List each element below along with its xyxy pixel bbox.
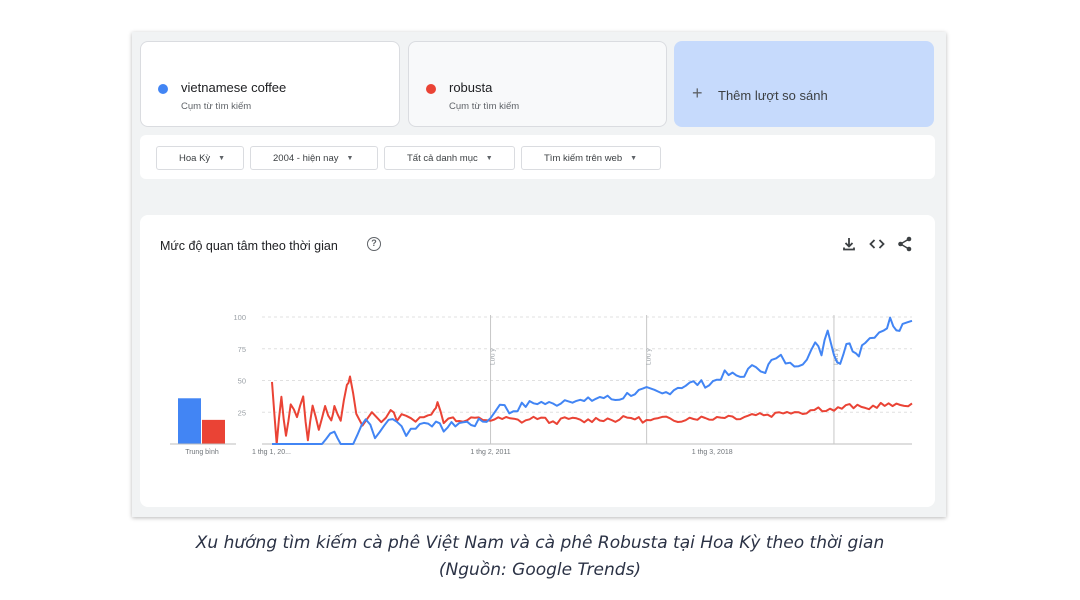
caption-line-1: Xu hướng tìm kiếm cà phê Việt Nam và cà … (195, 533, 885, 553)
search-term-card-1[interactable]: vietnamese coffee Cụm từ tìm kiếm (140, 41, 400, 127)
help-icon[interactable]: ? (367, 237, 381, 251)
y-tick-label: 75 (238, 345, 246, 354)
caption-line-2: (Nguồn: Google Trends) (438, 560, 642, 580)
y-tick-label: 50 (238, 377, 246, 386)
search-type-filter[interactable]: Tìm kiếm trên web ▼ (521, 146, 661, 170)
annotation-label: Lưu ý (833, 348, 840, 365)
average-label: Trung bình (185, 449, 219, 456)
caret-down-icon: ▼ (346, 154, 354, 162)
time-range-filter[interactable]: 2004 - hiện nay ▼ (250, 146, 378, 170)
search-term-type: Cụm từ tìm kiếm (449, 101, 520, 112)
plus-icon: + (692, 83, 703, 103)
share-icon[interactable] (896, 235, 914, 253)
time-range-filter-label: 2004 - hiện nay (273, 152, 339, 164)
add-comparison-label: Thêm lượt so sánh (718, 88, 828, 103)
panel-title: Mức độ quan tâm theo thời gian (160, 239, 338, 253)
region-filter[interactable]: Hoa Kỳ ▼ (156, 146, 244, 170)
interest-over-time-panel: 25 50 75 100 Lưu ý Lưu ý Lưu ý 1 thg 1, 20... 1 … (140, 215, 935, 507)
x-tick-label: 1 thg 1, 20... (252, 449, 291, 456)
embed-icon[interactable] (868, 235, 886, 253)
caret-down-icon: ▼ (485, 154, 493, 162)
caret-down-icon: ▼ (218, 154, 226, 162)
series-color-dot (158, 84, 168, 94)
annotation-label: Lưu ý (646, 348, 653, 365)
x-tick-label: 1 thg 2, 2011 (470, 449, 510, 456)
x-tick-label: 1 thg 3, 2018 (692, 449, 733, 456)
search-term-card-2[interactable]: robusta Cụm từ tìm kiếm (408, 41, 667, 127)
filter-bar: Hoa Kỳ ▼ 2004 - hiện nay ▼ Tất cả danh m… (140, 135, 935, 179)
category-filter-label: Tất cả danh mục (407, 152, 478, 164)
category-filter[interactable]: Tất cả danh mục ▼ (384, 146, 515, 170)
average-bar (202, 419, 225, 444)
search-term-name: robusta (449, 80, 493, 95)
annotation-label: Lưu ý (490, 348, 497, 365)
search-term-name: vietnamese coffee (181, 80, 287, 95)
figure-caption: Xu hướng tìm kiếm cà phê Việt Nam và cà … (0, 530, 1080, 584)
search-term-type: Cụm từ tìm kiếm (181, 101, 252, 112)
region-filter-label: Hoa Kỳ (179, 152, 211, 164)
y-tick-label: 25 (238, 408, 246, 417)
add-comparison-button[interactable]: + Thêm lượt so sánh (674, 41, 934, 127)
series-line-vietnamese-coffee (272, 316, 913, 445)
caret-down-icon: ▼ (630, 154, 638, 162)
y-tick-label: 100 (233, 313, 246, 322)
download-icon[interactable] (840, 235, 858, 253)
interest-chart: 25 50 75 100 Lưu ý Lưu ý Lưu ý 1 thg 1, 20... 1 … (170, 313, 913, 456)
search-type-filter-label: Tìm kiếm trên web (544, 152, 623, 164)
trends-frame: vietnamese coffee Cụm từ tìm kiếm robust… (132, 32, 946, 517)
series-color-dot (426, 84, 436, 94)
average-bar (178, 398, 201, 444)
series-line-robusta (271, 375, 913, 445)
